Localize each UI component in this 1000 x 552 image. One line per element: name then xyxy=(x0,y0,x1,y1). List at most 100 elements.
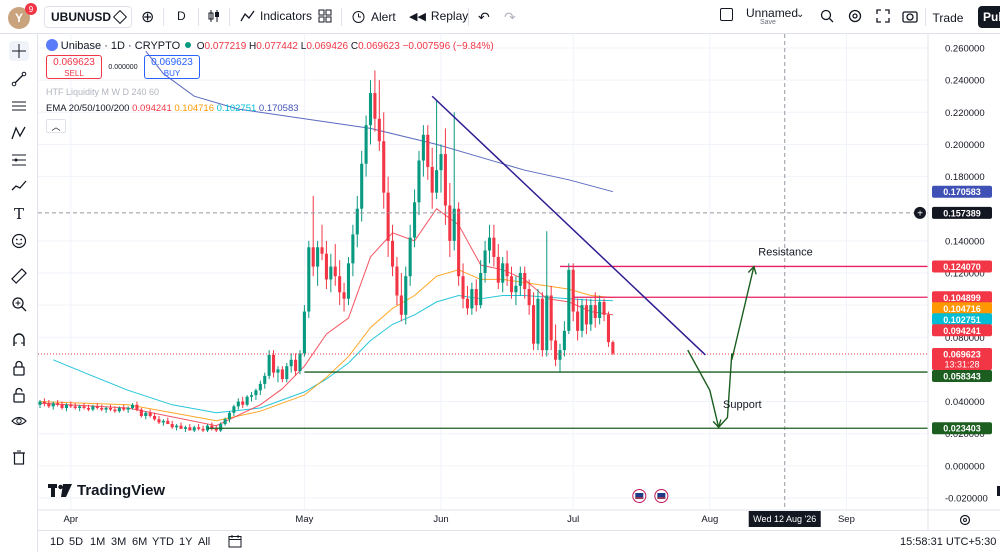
candle xyxy=(188,424,192,431)
undo-icon[interactable]: ↶ xyxy=(478,9,490,25)
htf-liquidity-indicator[interactable]: HTF Liquidity M W D 240 60 xyxy=(46,87,160,97)
price-tick-label: 0.020000 xyxy=(945,429,985,440)
redo-icon[interactable]: ↷ xyxy=(504,9,516,25)
interval-button[interactable]: D xyxy=(177,9,186,23)
layout-name[interactable]: Unnamed xyxy=(746,6,799,20)
candle-body xyxy=(523,273,527,290)
candle-body xyxy=(179,425,183,429)
price-chart[interactable]: Resistance Support 0.260000 0.240000 0.2200… xyxy=(38,34,1000,530)
candle-type-icon[interactable] xyxy=(207,9,221,23)
candle-body xyxy=(210,425,214,429)
user-drawings[interactable]: Resistance Support xyxy=(38,34,928,510)
candle-body xyxy=(549,295,553,341)
forecast-tool-icon[interactable] xyxy=(9,176,29,196)
fib-tool-icon[interactable] xyxy=(9,150,29,170)
price-label-background xyxy=(932,313,992,326)
candle xyxy=(364,115,368,177)
settings-gear-icon[interactable] xyxy=(848,9,862,23)
zoom-in-icon[interactable] xyxy=(9,294,29,314)
candle xyxy=(589,298,593,331)
chevron-up-icon[interactable]: ︿ xyxy=(46,119,66,133)
economic-event-flag-icon[interactable] xyxy=(632,489,647,503)
scroll-handle[interactable] xyxy=(997,486,1000,496)
candle xyxy=(249,391,254,402)
candle-body xyxy=(342,292,346,299)
quick-search-icon[interactable] xyxy=(820,9,834,23)
publish-button[interactable]: Pub xyxy=(978,6,1000,28)
price-label-background xyxy=(932,260,992,273)
chevron-down-icon[interactable]: ⌄ xyxy=(796,9,805,20)
add-alert-plus-icon[interactable] xyxy=(914,206,926,219)
trade-button[interactable]: Trade xyxy=(932,10,964,25)
crosshair-icon[interactable] xyxy=(9,41,29,61)
sell-button[interactable]: 0.069623 SELL xyxy=(46,55,102,79)
notification-badge: 9 xyxy=(25,3,37,15)
lock-icon[interactable] xyxy=(9,385,29,405)
candle-body xyxy=(545,295,549,351)
layout-checkbox-icon[interactable] xyxy=(720,8,733,21)
candle-body xyxy=(461,276,465,299)
economic-event-flag-icon[interactable] xyxy=(654,489,669,503)
candle xyxy=(483,240,487,283)
timeframe-button-3m[interactable]: 3M xyxy=(111,536,127,548)
timeframe-button-1y[interactable]: 1Y xyxy=(179,536,193,548)
candle-body xyxy=(576,311,580,331)
toolbar-divider xyxy=(468,8,469,26)
trash-icon[interactable] xyxy=(9,447,29,467)
utc-clock[interactable]: 15:58:31 UTC+5:30 xyxy=(900,536,997,548)
user-avatar[interactable]: Y xyxy=(8,7,30,29)
layout-save-label[interactable]: Save xyxy=(760,19,776,26)
alert-button[interactable]: Alert xyxy=(351,9,396,24)
candle-body xyxy=(148,412,152,417)
candle-body xyxy=(474,289,478,306)
candle xyxy=(571,263,575,322)
candle-body xyxy=(157,419,161,423)
ema-indicator-legend[interactable]: EMA 20/50/100/200 0.094241 0.104716 0.10… xyxy=(46,103,299,114)
close-value: 0.069623 xyxy=(358,41,400,52)
replay-button[interactable]: ◀◀ Replay xyxy=(409,9,468,23)
candle xyxy=(382,112,386,209)
lock-drawings-icon[interactable] xyxy=(9,358,29,378)
candle-body xyxy=(139,409,143,417)
bottom-toolbar: 1D 5D 1M 3M 6M YTD 1Y All 15:58:31 UTC+5:30 xyxy=(38,530,1000,552)
symbol-title[interactable]: Unibase · 1D · CRYPTO xyxy=(60,40,181,52)
candle xyxy=(219,422,223,433)
trendline-tool-icon[interactable] xyxy=(9,69,29,89)
candle-body xyxy=(351,234,355,264)
diamond-icon[interactable] xyxy=(112,9,128,25)
layouts-icon[interactable] xyxy=(318,9,332,23)
timeframe-button-all[interactable]: All xyxy=(198,536,211,548)
ruler-icon[interactable] xyxy=(9,266,29,286)
camera-icon[interactable] xyxy=(902,9,918,23)
eye-icon[interactable] xyxy=(9,411,29,431)
symbol-search-button[interactable]: UBUNUSD xyxy=(44,6,132,28)
candle-body xyxy=(399,295,403,315)
axis-settings-icon[interactable] xyxy=(959,514,971,526)
timeframe-button-5d[interactable]: 5D xyxy=(69,536,84,548)
candle-body xyxy=(117,407,121,412)
candle-body xyxy=(417,160,421,203)
timeframe-button-1m[interactable]: 1M xyxy=(90,536,106,548)
candle xyxy=(426,125,430,180)
time-tick-label: Sep xyxy=(838,514,855,525)
timeframe-button-ytd[interactable]: YTD xyxy=(152,536,174,548)
candle-body xyxy=(302,311,306,354)
price-axis: 0.260000 0.240000 0.220000 0.200000 0.180000… xyxy=(38,34,1000,530)
candle xyxy=(175,424,179,431)
fullscreen-icon[interactable] xyxy=(876,9,890,23)
date-range-calendar-icon[interactable] xyxy=(228,534,242,551)
add-symbol-icon[interactable]: ⊕ xyxy=(141,9,155,26)
timeframe-button-1d[interactable]: 1D xyxy=(50,536,65,548)
magnet-icon[interactable] xyxy=(9,330,29,350)
indicators-button[interactable]: Indicators xyxy=(240,9,312,23)
buy-button[interactable]: 0.069623 BUY xyxy=(144,55,200,79)
pattern-tool-icon[interactable] xyxy=(9,123,29,143)
horizontal-lines-icon[interactable] xyxy=(9,96,29,116)
emoji-icon[interactable] xyxy=(9,231,29,251)
candle-body xyxy=(69,404,73,407)
text-tool-icon[interactable]: T xyxy=(13,205,24,223)
candle-body xyxy=(360,163,364,209)
candle-body xyxy=(311,247,315,267)
candle-body xyxy=(382,141,386,193)
timeframe-button-6m[interactable]: 6M xyxy=(132,536,148,548)
